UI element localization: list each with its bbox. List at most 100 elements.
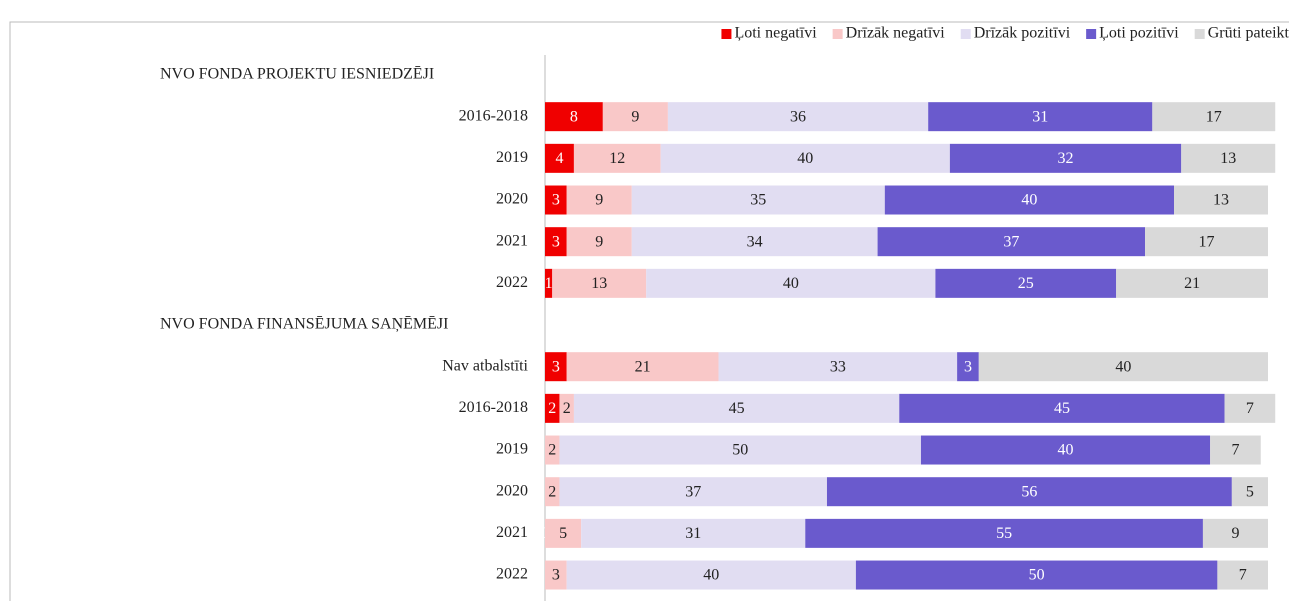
value-label: 7 <box>1239 567 1247 584</box>
value-label: 37 <box>685 483 701 500</box>
bar-segment <box>1231 477 1268 507</box>
y-tick-label: 2020 <box>496 191 528 208</box>
value-label: 33 <box>830 358 846 375</box>
bar-segment <box>718 352 958 382</box>
bar-segment <box>1202 518 1268 548</box>
value-label: 37 <box>1003 233 1019 250</box>
bar-segment <box>1181 143 1276 173</box>
legend-label: Drīzāk negatīvi <box>846 25 946 42</box>
bar-segment <box>602 102 668 132</box>
bar-segment <box>928 102 1153 132</box>
bar-segment <box>559 393 574 423</box>
value-label: 4 <box>555 150 563 167</box>
bar-segment <box>1224 393 1276 423</box>
value-label: 40 <box>797 150 813 167</box>
value-label: 3 <box>552 567 560 584</box>
bar-segment <box>920 435 1211 465</box>
bar-segment <box>559 435 921 465</box>
y-tick-label: 2022 <box>496 274 528 291</box>
bar-segment <box>581 518 806 548</box>
value-label: 9 <box>1231 525 1239 542</box>
bar-segment <box>1116 268 1268 298</box>
value-label: 5 <box>559 525 567 542</box>
value-label: 40 <box>1115 358 1131 375</box>
value-label: 21 <box>635 358 651 375</box>
bar-segment <box>1145 227 1268 257</box>
bar-segment <box>957 352 979 382</box>
value-label: 45 <box>1054 400 1070 417</box>
bar-segment <box>566 185 632 215</box>
legend-label: Drīzāk pozitīvi <box>974 25 1071 42</box>
value-label: 2 <box>563 400 571 417</box>
bar-segment <box>1217 560 1268 590</box>
value-label: 40 <box>1058 442 1074 459</box>
bar-segment <box>545 143 574 173</box>
value-label: 31 <box>685 525 701 542</box>
bar-segment <box>877 227 1146 257</box>
bar-segment <box>935 268 1117 298</box>
bar-segment <box>545 185 567 215</box>
bar-segment <box>573 143 661 173</box>
value-label: 13 <box>591 275 607 292</box>
value-label: 56 <box>1021 483 1037 500</box>
bar-segment <box>545 477 560 507</box>
value-label: 17 <box>1206 108 1222 125</box>
value-label: 40 <box>703 567 719 584</box>
value-label: 2 <box>548 400 556 417</box>
bar-segment <box>1174 185 1268 215</box>
y-tick-label: 2020 <box>496 482 528 499</box>
y-tick-label: Nav atbalstīti <box>442 357 528 374</box>
value-label: 50 <box>732 442 748 459</box>
legend-swatch <box>832 29 843 39</box>
y-tick-label: 2019 <box>496 149 528 166</box>
bar-segment <box>545 227 567 257</box>
value-label: 31 <box>1032 108 1048 125</box>
bar-segment <box>566 352 719 382</box>
value-label: 25 <box>1018 275 1034 292</box>
bar-segment <box>545 268 553 298</box>
bar-segment <box>855 560 1218 590</box>
value-label: 7 <box>1246 400 1254 417</box>
bar-segment <box>631 227 878 257</box>
legend-label: Grūti pateikt <box>1208 25 1289 42</box>
legend-label: Ļoti negatīvi <box>734 25 817 42</box>
value-label: 1 <box>545 275 553 292</box>
chart-frame <box>9 21 1289 601</box>
bar-segment <box>545 518 582 548</box>
legend-label: Ļoti pozitīvi <box>1099 25 1179 42</box>
bar-segment <box>545 560 567 590</box>
value-label: 9 <box>631 108 639 125</box>
bar-segment <box>545 352 567 382</box>
bar-segment <box>667 102 929 132</box>
value-label: 3 <box>552 192 560 209</box>
bar-segment <box>805 518 1203 548</box>
value-label: 2 <box>548 483 556 500</box>
value-label: 2 <box>548 442 556 459</box>
y-tick-label: 2021 <box>496 524 528 541</box>
value-label: 8 <box>570 108 578 125</box>
y-tick-label: 2021 <box>496 232 528 249</box>
legend-swatch <box>721 29 732 39</box>
bar-segment <box>826 477 1232 507</box>
bar-segment <box>949 143 1182 173</box>
bar-segment <box>566 227 632 257</box>
value-label: 50 <box>1029 567 1045 584</box>
value-label: 21 <box>1184 275 1200 292</box>
legend-swatch <box>1086 29 1097 39</box>
y-tick-label: 2022 <box>496 566 528 583</box>
value-label: 40 <box>1021 192 1037 209</box>
y-tick-label: 2016-2018 <box>459 107 528 124</box>
value-label: 35 <box>750 192 766 209</box>
value-label: 3 <box>552 233 560 250</box>
bar-segment <box>978 352 1268 382</box>
bar-segment <box>573 393 900 423</box>
value-label: 12 <box>609 150 625 167</box>
bar-segment <box>884 185 1175 215</box>
y-tick-label: 2019 <box>496 441 528 458</box>
value-label: 13 <box>1220 150 1236 167</box>
value-label: 13 <box>1213 192 1229 209</box>
group-header: NVO FONDA FINANSĒJUMA SAŅĒMĒJI <box>160 316 448 333</box>
bar-segment <box>631 185 885 215</box>
bar-segment <box>559 477 827 507</box>
value-label: 40 <box>783 275 799 292</box>
